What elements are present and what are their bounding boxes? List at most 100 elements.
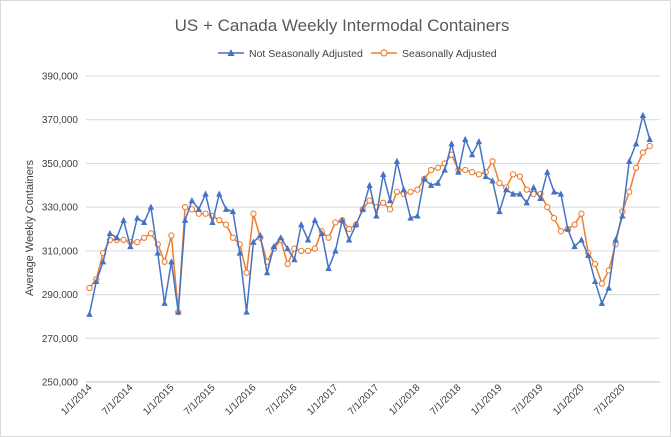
data-point-triangle	[93, 277, 100, 285]
data-point-circle	[202, 210, 209, 217]
data-point-triangle	[86, 310, 93, 317]
data-point-circle	[414, 186, 421, 193]
data-point-circle	[639, 149, 647, 156]
data-point-circle	[386, 206, 394, 213]
x-tick-label: 1/1/2019	[469, 382, 505, 418]
data-point-circle	[468, 169, 476, 176]
data-point-triangle	[359, 205, 366, 212]
data-point-triangle	[421, 175, 428, 182]
data-point-triangle	[530, 183, 537, 191]
data-point-circle	[86, 284, 93, 292]
data-point-triangle	[168, 258, 175, 265]
data-point-circle	[591, 260, 599, 268]
data-point-triangle	[311, 216, 319, 223]
data-point-triangle	[236, 249, 243, 256]
data-point-triangle	[612, 236, 619, 243]
data-point-circle	[626, 188, 633, 195]
data-point-triangle	[243, 308, 250, 315]
data-point-triangle	[639, 111, 647, 118]
data-point-circle	[181, 203, 189, 211]
data-point-circle	[366, 197, 373, 204]
data-point-triangle	[120, 216, 127, 223]
series-line-not-seasonally-adjusted	[88, 114, 651, 315]
data-point-triangle	[140, 218, 148, 226]
data-point-triangle	[550, 188, 558, 195]
x-tick-label: 1/1/2018	[387, 382, 423, 418]
data-point-triangle	[462, 135, 469, 142]
data-point-triangle	[345, 236, 353, 243]
data-point-circle	[646, 142, 653, 150]
data-point-triangle	[380, 170, 387, 177]
data-point-triangle	[571, 242, 578, 250]
data-point-triangle	[332, 247, 339, 254]
data-point-triangle	[209, 218, 216, 226]
data-point-triangle	[250, 238, 257, 245]
data-point-circle	[516, 173, 524, 180]
data-point-triangle	[482, 173, 489, 180]
legend-label-seasonally-adjusted: Seasonally Adjusted	[402, 48, 497, 60]
data-point-circle	[250, 210, 257, 217]
data-point-triangle	[598, 299, 606, 306]
data-point-triangle	[154, 249, 161, 256]
x-tick-label: 7/1/2018	[428, 382, 464, 418]
data-point-triangle	[455, 168, 462, 175]
data-point-triangle	[544, 168, 551, 175]
data-point-triangle	[175, 308, 182, 315]
data-point-triangle	[325, 264, 332, 271]
data-point-circle	[598, 280, 606, 287]
data-point-circle	[140, 234, 148, 241]
gridlines	[86, 75, 660, 383]
data-point-triangle	[352, 221, 360, 228]
data-point-triangle	[393, 157, 401, 164]
data-point-circle	[134, 238, 141, 246]
data-point-triangle	[366, 181, 373, 188]
y-tick-label: 290,000	[42, 290, 79, 301]
x-tick-label: 7/1/2017	[346, 382, 382, 418]
data-point-triangle	[298, 221, 305, 228]
data-point-triangle	[188, 197, 196, 204]
y-tick-label: 370,000	[42, 115, 79, 126]
data-point-circle	[325, 234, 332, 241]
y-tick-label: 390,000	[42, 72, 79, 83]
data-point-circle	[147, 230, 155, 237]
data-point-circle	[284, 260, 291, 268]
data-point-triangle	[434, 179, 442, 186]
data-point-circle	[304, 247, 312, 255]
x-tick-label: 7/1/2014	[100, 382, 136, 418]
data-point-circle	[489, 158, 496, 165]
data-point-circle	[345, 225, 353, 233]
data-point-circle	[557, 228, 565, 235]
data-point-circle	[632, 164, 640, 171]
y-tick-label: 330,000	[42, 203, 79, 214]
y-tick-label: 250,000	[42, 378, 79, 389]
x-tick-label: 7/1/2015	[182, 382, 218, 418]
legend-marker-circle	[380, 49, 388, 57]
data-point-circle	[380, 199, 387, 206]
data-point-circle	[544, 203, 551, 211]
data-point-triangle	[181, 216, 189, 223]
data-point-triangle	[202, 190, 209, 197]
data-point-circle	[120, 236, 127, 244]
data-point-circle	[427, 166, 435, 174]
data-point-circle	[311, 245, 319, 252]
data-point-triangle	[496, 208, 503, 215]
data-point-triangle	[257, 232, 264, 239]
data-point-circle	[434, 164, 442, 171]
data-point-triangle	[537, 194, 544, 201]
data-point-triangle	[291, 256, 298, 263]
data-point-circle	[475, 171, 483, 178]
series-not-seasonally-adjusted	[86, 111, 653, 317]
y-tick-label: 310,000	[42, 246, 79, 257]
data-point-circle	[161, 258, 168, 265]
data-point-triangle	[509, 190, 517, 197]
y-axis-title: Average Weekly Containers	[24, 160, 36, 296]
data-point-triangle	[229, 208, 237, 215]
data-point-triangle	[400, 186, 407, 193]
data-point-triangle	[414, 212, 421, 219]
data-point-circle	[216, 217, 223, 224]
data-point-triangle	[475, 138, 483, 145]
data-point-triangle	[161, 299, 168, 306]
data-point-circle	[523, 186, 530, 193]
data-point-circle	[571, 221, 578, 228]
data-point-triangle	[277, 234, 284, 241]
